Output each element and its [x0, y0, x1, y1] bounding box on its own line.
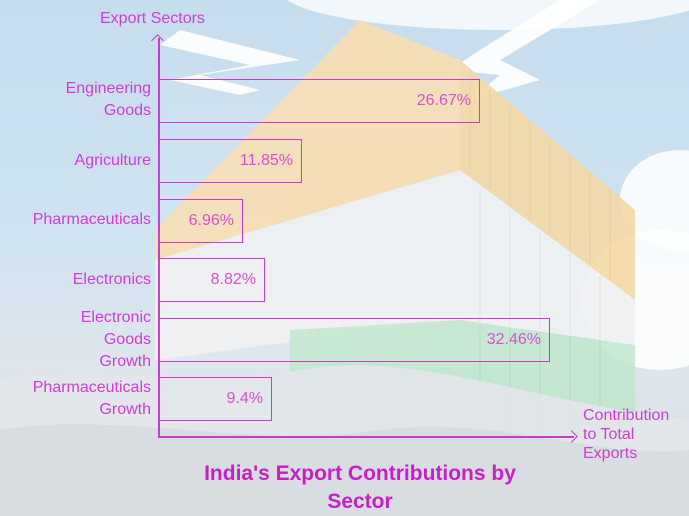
- bar-value-label: 8.82%: [210, 271, 256, 288]
- bar-pharmaceuticals[interactable]: 6.96%: [158, 199, 243, 243]
- category-label-pharmaceuticals-growth: Pharmaceuticals Growth: [32, 379, 151, 418]
- bar-electronics[interactable]: 8.82%: [158, 258, 265, 302]
- category-label-electronic-goods-growth: Electronic Goods Growth: [80, 309, 151, 370]
- y-axis-arrow-icon: [151, 34, 164, 47]
- bar-pharmaceuticals-growth[interactable]: 9.4%: [158, 377, 272, 421]
- bar-value-label: 32.46%: [486, 331, 541, 348]
- category-label-electronics: Electronics: [72, 271, 151, 288]
- bar-value-label: 11.85%: [239, 152, 293, 169]
- bar-value-label: 9.4%: [226, 390, 263, 407]
- bar-value-label: 26.67%: [416, 92, 471, 109]
- x-axis-line: [158, 436, 574, 438]
- y-axis-title: Export Sectors: [100, 10, 205, 27]
- bar-engineering-goods[interactable]: 26.67%: [158, 79, 480, 123]
- x-axis-title: Contribution to Total Exports: [583, 407, 670, 462]
- bar-agriculture[interactable]: 11.85%: [158, 139, 302, 183]
- category-label-pharmaceuticals: Pharmaceuticals: [32, 211, 151, 228]
- x-axis-arrow-icon: [565, 430, 578, 443]
- chart-title: India's Export Contributions by Sector: [204, 462, 516, 513]
- bar-value-label: 6.96%: [188, 212, 234, 229]
- category-label-agriculture: Agriculture: [74, 152, 151, 169]
- bar-electronic-goods-growth[interactable]: 32.46%: [158, 318, 550, 362]
- category-label-engineering-goods: Engineering Goods: [65, 80, 151, 119]
